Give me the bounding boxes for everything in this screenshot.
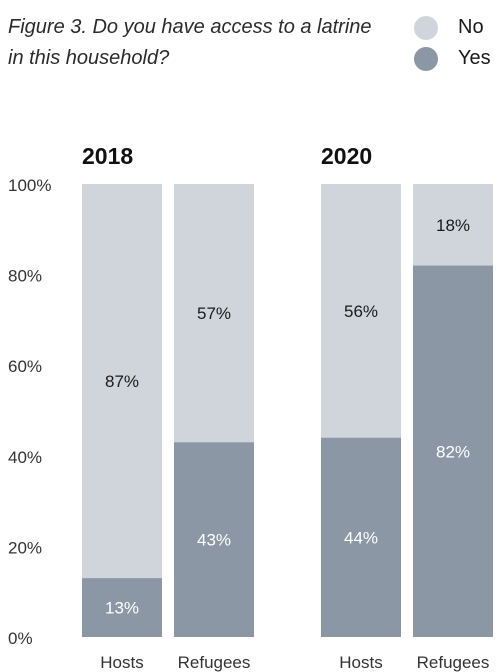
bar-segment-no <box>321 184 401 438</box>
data-label-no: 57% <box>197 304 231 323</box>
y-tick-label: 20% <box>8 538 42 557</box>
x-tick-label: Refugees <box>417 653 490 672</box>
x-tick-label: Hosts <box>100 653 143 672</box>
bar-segment-no <box>413 184 493 266</box>
legend-swatch-yes <box>414 47 438 71</box>
chart-title: Figure 3. Do you have access to a latrin… <box>8 16 372 69</box>
legend-swatch-no <box>414 16 438 40</box>
x-tick-label: Refugees <box>178 653 251 672</box>
data-label-no: 18% <box>436 216 470 235</box>
x-tick-label: Hosts <box>339 653 382 672</box>
group-label-2020: 2020 <box>321 143 372 169</box>
bar-segment-yes <box>174 442 254 637</box>
y-tick-label: 0% <box>8 629 33 648</box>
data-label-no: 87% <box>105 372 139 391</box>
y-tick-label: 100% <box>8 176 51 195</box>
legend-label-yes: Yes <box>458 47 491 69</box>
bar-segment-no <box>174 184 254 443</box>
bar-segment-yes <box>321 437 401 637</box>
bar-segment-yes <box>413 265 493 637</box>
legend-label-no: No <box>458 16 484 38</box>
data-label-no: 56% <box>344 302 378 321</box>
data-label-yes: 82% <box>436 442 470 461</box>
bar-segment-no <box>82 184 162 579</box>
bar-segment-yes <box>82 578 162 637</box>
y-tick-label: 80% <box>8 267 42 286</box>
data-label-yes: 44% <box>344 528 378 547</box>
y-tick-label: 60% <box>8 357 42 376</box>
data-label-yes: 13% <box>105 599 139 618</box>
group-label-2018: 2018 <box>82 143 133 169</box>
data-label-yes: 43% <box>197 531 231 550</box>
y-tick-label: 40% <box>8 448 42 467</box>
